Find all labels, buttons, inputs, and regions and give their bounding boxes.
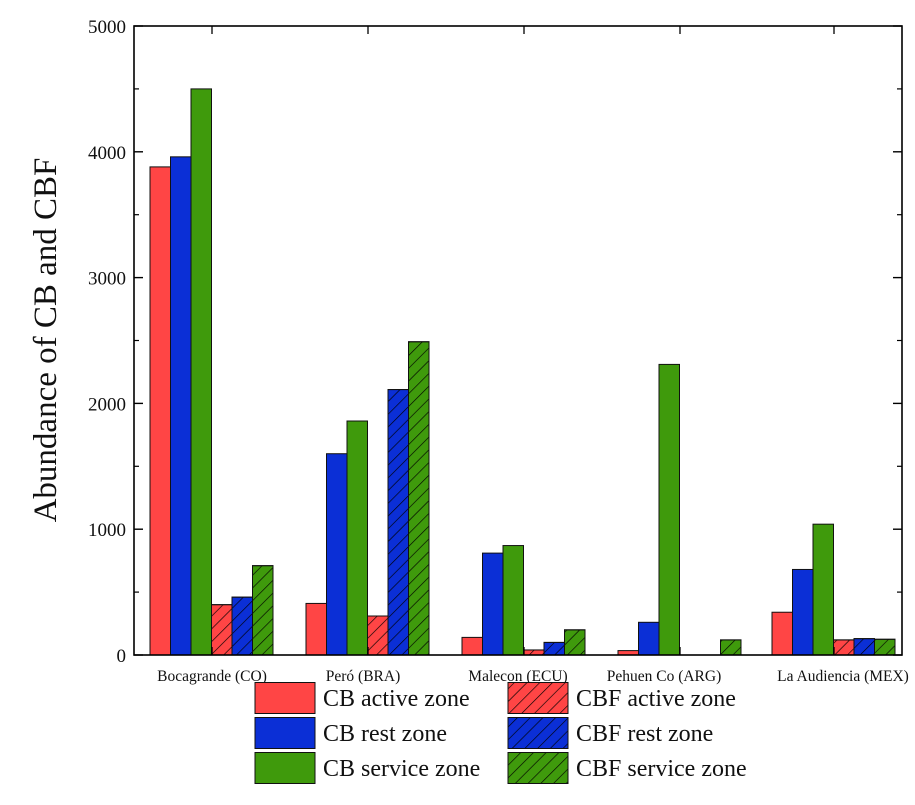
- legend-label: CB service zone: [323, 756, 480, 782]
- bar-hatch-3-4: [833, 639, 855, 656]
- legend-swatch: [254, 717, 316, 749]
- bar-cb-service-0: [190, 88, 212, 656]
- bar-hatch-4-4: [853, 638, 875, 656]
- bar-cb-service-3: [658, 363, 680, 656]
- bar-cb-service-4: [812, 523, 834, 656]
- legend-swatch-hatch: [507, 717, 569, 749]
- bar-cb-rest-0: [170, 156, 192, 656]
- y-tick-label: 5000: [88, 17, 126, 38]
- plot-area: [149, 88, 896, 656]
- bar-hatch-4-1: [387, 389, 409, 656]
- bar-hatch-4-0: [231, 596, 253, 656]
- legend-label: CBF rest zone: [576, 721, 713, 747]
- legend-swatch-hatch: [507, 752, 569, 784]
- axes: 0 1000 2000 3000 4000 5000 Bocagrande (CO) Peró…: [28, 17, 909, 685]
- bar-cb-active-2: [461, 636, 483, 656]
- y-tick-label: 3000: [88, 269, 126, 290]
- bar-cb-rest-1: [326, 453, 348, 656]
- bar-cb-rest-3: [638, 621, 660, 656]
- bar-cb-service-2: [502, 545, 524, 656]
- x-tick-label: Malecon (ECU): [468, 668, 567, 685]
- y-tick-label: 1000: [88, 520, 126, 541]
- legend-swatch: [254, 682, 316, 714]
- legend-label: CB rest zone: [323, 721, 447, 747]
- bar-cb-active-4: [771, 611, 793, 656]
- y-tick-label: 2000: [88, 394, 126, 415]
- y-tick-label: 4000: [88, 143, 126, 164]
- bar-cb-rest-4: [792, 568, 814, 656]
- x-tick-label: Peró (BRA): [326, 668, 400, 685]
- bar-hatch-5-2: [564, 629, 586, 656]
- bar-hatch-5-3: [720, 639, 742, 656]
- y-tick-label: 0: [117, 646, 127, 667]
- bar-cb-active-1: [305, 602, 327, 656]
- x-tick-label: La Audiencia (MEX): [777, 668, 909, 685]
- legend-swatch: [254, 752, 316, 784]
- bar-hatch-3-1: [367, 615, 389, 656]
- legend-label: CB active zone: [323, 686, 470, 712]
- y-axis-title: Abundance of CB and CBF: [28, 158, 64, 523]
- bar-cb-rest-2: [482, 552, 504, 656]
- legend-swatch-hatch: [507, 682, 569, 714]
- x-tick-label: Bocagrande (CO): [157, 668, 267, 685]
- bar-hatch-5-4: [874, 638, 896, 656]
- legend: CB active zone CBF active zone CB rest zon…: [254, 682, 747, 784]
- bar-hatch-5-1: [408, 341, 430, 656]
- legend-label: CBF service zone: [576, 756, 747, 782]
- legend-label: CBF active zone: [576, 686, 736, 712]
- bar-cb-service-1: [346, 420, 368, 656]
- x-tick-label: Pehuen Co (ARG): [607, 668, 722, 685]
- bar-hatch-5-0: [252, 565, 274, 656]
- bar-hatch-3-0: [211, 604, 233, 656]
- bar-cb-active-0: [149, 166, 171, 656]
- bar-hatch-4-2: [543, 641, 565, 656]
